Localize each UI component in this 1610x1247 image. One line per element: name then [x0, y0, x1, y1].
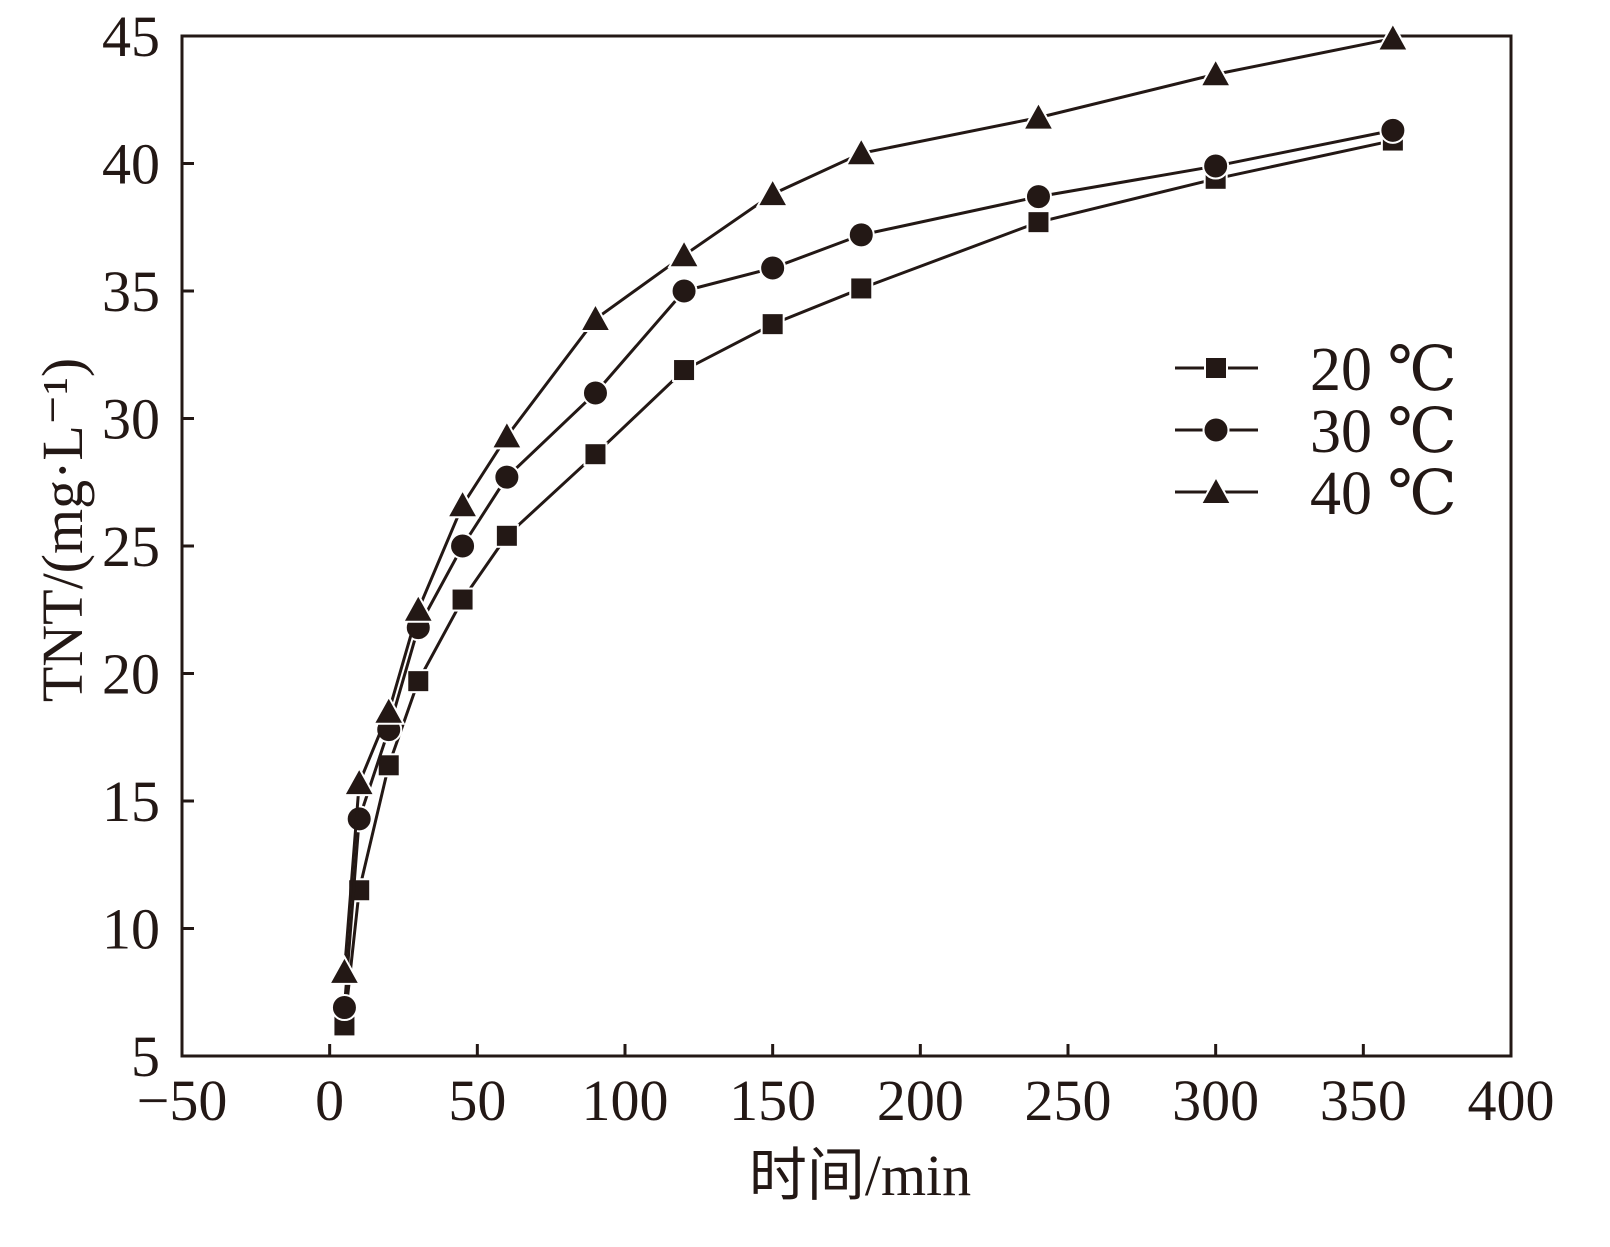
x-tick-label: 200: [877, 1068, 964, 1133]
data-point: [449, 532, 477, 560]
data-point: [670, 277, 698, 305]
data-point: [1376, 21, 1410, 52]
data-point: [490, 419, 524, 450]
y-tick-label: 40: [102, 132, 160, 197]
data-point: [406, 669, 431, 694]
series-line: [342, 128, 1394, 1008]
data-point: [760, 312, 785, 337]
data-point: [372, 694, 406, 725]
data-point: [450, 587, 475, 612]
data-point: [1026, 210, 1051, 235]
y-tick-label: 15: [102, 769, 160, 834]
legend-label: 40 ℃: [1310, 460, 1457, 528]
y-tick-label: 20: [102, 642, 160, 707]
data-point: [755, 177, 790, 208]
x-tick-label: 400: [1468, 1068, 1555, 1133]
y-tick-label: 5: [131, 1024, 160, 1089]
x-tick-label: 250: [1025, 1068, 1112, 1133]
x-tick-label: 350: [1320, 1068, 1407, 1133]
legend-marker: [1204, 356, 1228, 380]
y-tick-label: 30: [102, 387, 160, 452]
data-point: [581, 379, 609, 407]
x-axis-label: 时间/min: [749, 1143, 971, 1208]
series-triangle: [327, 21, 1410, 985]
data-point: [578, 301, 613, 333]
x-tick-label: 100: [582, 1068, 669, 1133]
y-tick-label: 10: [102, 897, 160, 962]
legend-entry: 30 ℃: [1175, 398, 1457, 466]
y-tick-label: 45: [102, 4, 160, 69]
data-point: [1024, 183, 1052, 211]
data-point: [345, 805, 373, 833]
x-tick-label: 300: [1172, 1068, 1259, 1133]
series-square: [332, 128, 1405, 1038]
series-circle: [330, 116, 1407, 1022]
x-tick-label: 0: [315, 1068, 344, 1133]
series-line: [342, 37, 1394, 972]
legend-label: 30 ℃: [1310, 398, 1457, 466]
data-point: [342, 766, 376, 797]
legend-marker: [1199, 474, 1233, 505]
data-point: [667, 238, 701, 269]
data-point: [330, 994, 358, 1022]
series-line: [342, 139, 1394, 1026]
data-point: [672, 358, 697, 383]
data-point: [847, 221, 875, 249]
data-point: [1379, 116, 1407, 144]
y-tick-label: 25: [102, 514, 160, 579]
legend-entry: 20 ℃: [1175, 336, 1457, 404]
legend-entry: 40 ℃: [1175, 460, 1457, 528]
legend-marker: [1202, 416, 1230, 444]
data-point: [494, 523, 519, 548]
data-point: [401, 592, 435, 623]
data-point: [1198, 57, 1233, 88]
data-point: [849, 276, 874, 301]
x-tick-label: 50: [448, 1068, 506, 1133]
y-axis-label: TNT/(mg·L⁻¹): [30, 358, 95, 702]
y-tick-label: 35: [102, 259, 160, 324]
data-point: [844, 136, 878, 167]
data-point: [493, 463, 521, 491]
data-point: [759, 254, 787, 282]
x-tick-label: −50: [137, 1068, 228, 1133]
x-tick-label: 150: [729, 1068, 816, 1133]
data-point: [1021, 100, 1056, 131]
data-point: [583, 442, 608, 467]
data-point: [445, 488, 480, 519]
data-point: [327, 954, 362, 985]
legend-label: 20 ℃: [1310, 336, 1457, 404]
data-point: [1202, 152, 1230, 180]
plot-frame: [180, 34, 1513, 1058]
